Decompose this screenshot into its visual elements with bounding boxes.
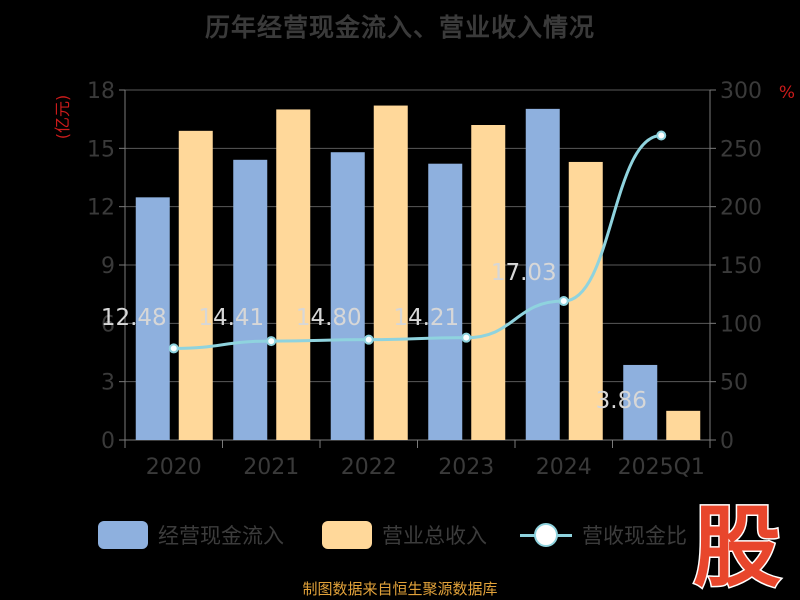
bar-revenue [276, 109, 311, 440]
y-left-tick-label: 6 [101, 312, 115, 337]
bar-cash-inflow [330, 152, 365, 440]
legend-item-cash-inflow[interactable]: 经营现金流入 [98, 517, 284, 553]
data-label-cash-inflow: 14.21 [393, 305, 459, 331]
chart-legend: 经营现金流入 营业总收入 [0, 517, 800, 553]
x-tick-label: 2021 [243, 455, 299, 480]
bar-cash-inflow [135, 197, 170, 440]
y-right-tick-label: 0 [720, 429, 734, 454]
y-right-tick-label: 50 [720, 371, 748, 396]
y-left-unit: (亿元) [53, 95, 72, 140]
legend-label-ratio: 营收现金比 [582, 524, 687, 548]
chart-title: 历年经营现金流入、营业收入情况 [204, 13, 595, 42]
logo-glyph: 股 [693, 500, 781, 590]
y-left-tick-label: 15 [87, 137, 115, 162]
y-left-tick-label: 12 [87, 196, 115, 221]
legend-line-ratio [520, 521, 572, 549]
line-point [656, 130, 667, 141]
source-note: 制图数据来自恒生聚源数据库 [302, 580, 498, 598]
y-right-tick-label: 200 [720, 196, 762, 221]
y-right-tick-label: 150 [720, 254, 762, 279]
y-right-unit: % [779, 83, 795, 103]
line-point [461, 332, 472, 343]
x-tick-label: 2024 [536, 455, 592, 480]
line-point [266, 336, 277, 347]
bar-cash-inflow [428, 163, 463, 440]
data-label-cash-inflow: 14.80 [296, 305, 362, 331]
y-left-tick-label: 3 [101, 371, 115, 396]
bar-revenue [568, 161, 603, 440]
data-label-cash-inflow: 3.86 [596, 388, 647, 414]
bar-cash-inflow [525, 108, 560, 440]
legend-item-revenue[interactable]: 营业总收入 [322, 517, 487, 553]
line-point [168, 343, 179, 354]
y-right-tick-label: 300 [720, 79, 762, 104]
legend-label-cash-inflow: 经营现金流入 [158, 524, 284, 548]
y-left-tick-label: 0 [101, 429, 115, 454]
bar-revenue [178, 130, 213, 441]
legend-swatch-revenue [322, 521, 372, 549]
y-right-tick-label: 250 [720, 137, 762, 162]
bar-revenue [471, 125, 506, 440]
x-tick-label: 2020 [146, 455, 202, 480]
bar-cash-inflow [623, 364, 658, 440]
x-tick-label: 2025Q1 [618, 455, 705, 480]
logo: 股 [691, 500, 782, 590]
legend-swatch-cash-inflow [98, 521, 148, 549]
legend-item-ratio[interactable]: 营收现金比 [520, 517, 688, 553]
bar-revenue [666, 410, 701, 440]
legend-label-revenue: 营业总收入 [382, 524, 487, 548]
bar-cash-inflow [233, 159, 268, 441]
line-point [363, 334, 374, 345]
bar-revenue [373, 105, 408, 441]
data-label-cash-inflow: 17.03 [491, 260, 557, 286]
data-label-cash-inflow: 14.41 [198, 305, 264, 331]
data-label-cash-inflow: 12.48 [101, 305, 167, 331]
line-point [558, 296, 569, 307]
x-tick-label: 2022 [341, 455, 397, 480]
y-left-tick-label: 9 [101, 254, 115, 279]
x-tick-label: 2023 [438, 455, 494, 480]
y-left-tick-label: 18 [87, 79, 115, 104]
y-right-tick-label: 100 [720, 312, 762, 337]
